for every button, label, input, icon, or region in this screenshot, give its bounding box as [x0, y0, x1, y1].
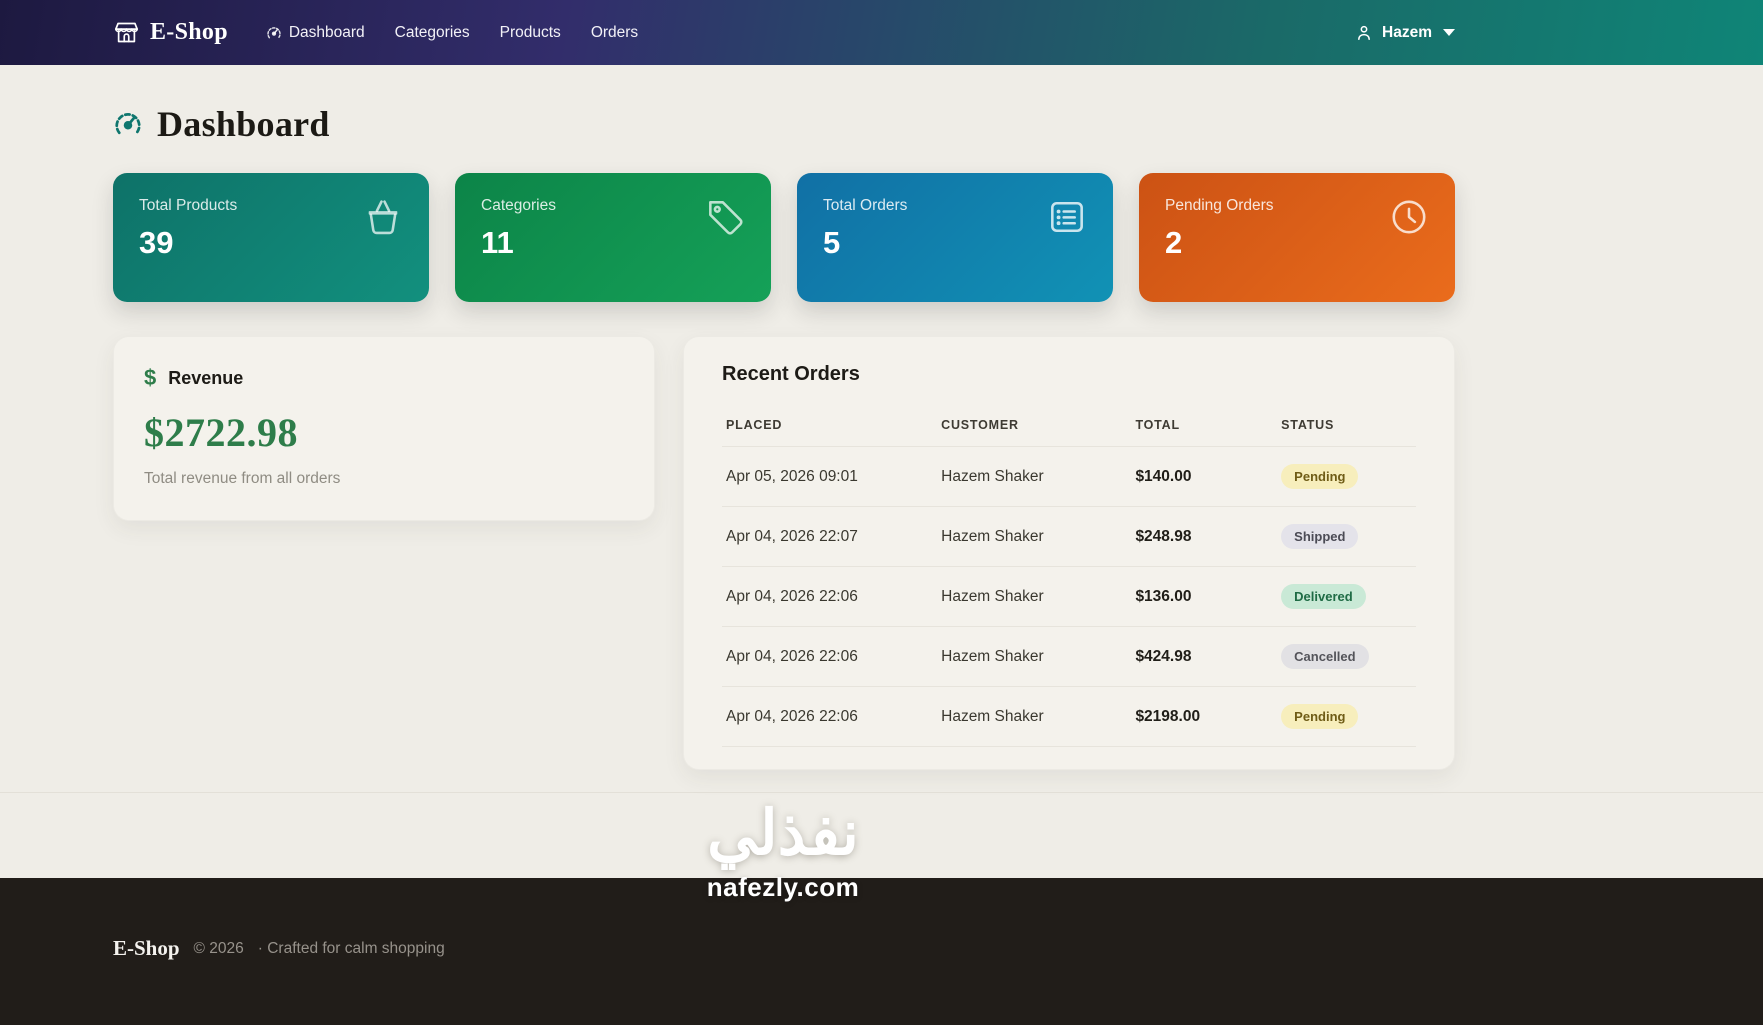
footer-tagline: · Crafted for calm shopping: [257, 939, 445, 957]
footer-brand: E-Shop: [113, 936, 180, 960]
stat-card: Pending Orders 2: [1139, 173, 1455, 302]
gauge-icon: [113, 109, 143, 139]
nav-item-products[interactable]: Products: [500, 24, 561, 42]
recent-orders-title: Recent Orders: [722, 363, 860, 385]
nav-item-dashboard[interactable]: Dashboard: [266, 24, 365, 42]
order-customer: Hazem Shaker: [937, 506, 1132, 567]
nav-label-orders: Orders: [590, 23, 639, 41]
revenue-card: $ Revenue $2722.98 Total revenue from al…: [113, 336, 655, 521]
order-row: Apr 04, 2026 22:06 Hazem Shaker $424.98 Can…: [722, 626, 1416, 687]
status-badge: Delivered: [1281, 584, 1366, 609]
person-icon: [1354, 23, 1374, 43]
stat-label: Pending Orders: [1165, 197, 1274, 214]
order-customer: Hazem Shaker: [937, 566, 1132, 627]
stat-value: 5: [823, 225, 841, 260]
page-title-row: Dashboard: [113, 103, 1455, 145]
brand-logo[interactable]: E-Shop: [113, 19, 228, 46]
list-icon: [1045, 195, 1089, 239]
stat-value: 39: [139, 225, 174, 260]
order-row: Apr 04, 2026 22:06 Hazem Shaker $136.00 Del…: [722, 566, 1416, 627]
nav-label-categories: Categories: [394, 23, 470, 41]
main-content: Dashboard Total Products 39 Categories 1…: [0, 103, 1763, 793]
order-total: $248.98: [1131, 506, 1278, 567]
brand-name: E-Shop: [150, 19, 228, 45]
column-header-placed: PLACED: [726, 418, 783, 432]
order-placed: Apr 05, 2026 09:01: [722, 446, 938, 507]
clock-icon: [1387, 195, 1431, 239]
column-header-total: TOTAL: [1135, 418, 1180, 432]
order-total: $424.98: [1131, 626, 1278, 687]
stat-card: Total Orders 5: [797, 173, 1113, 302]
status-badge: Shipped: [1281, 524, 1359, 549]
stat-label: Categories: [481, 197, 556, 214]
nav-item-orders[interactable]: Orders: [591, 24, 638, 42]
status-badge: Cancelled: [1281, 644, 1369, 669]
order-placed: Apr 04, 2026 22:07: [722, 506, 938, 567]
chevron-down-icon: [1443, 29, 1455, 36]
order-placed: Apr 04, 2026 22:06: [722, 566, 938, 627]
revenue-amount: $2722.98: [144, 410, 298, 455]
storefront-icon: [113, 19, 140, 46]
footer-copyright: © 2026: [193, 939, 244, 957]
page-title: Dashboard: [157, 104, 330, 144]
order-total: $136.00: [1131, 566, 1278, 627]
basket-icon: [361, 195, 405, 239]
stat-card: Categories 11: [455, 173, 771, 302]
order-placed: Apr 04, 2026 22:06: [722, 686, 938, 747]
stat-value: 2: [1165, 225, 1183, 260]
watermark-arabic-text: نفذلي: [707, 799, 859, 868]
user-menu[interactable]: Hazem: [1354, 23, 1455, 43]
user-name: Hazem: [1382, 23, 1432, 41]
dollar-icon: $: [144, 365, 157, 390]
page-footer: E-Shop © 2026 · Crafted for calm shoppin…: [0, 878, 1763, 1025]
revenue-title: Revenue: [168, 367, 244, 388]
stat-value: 11: [481, 225, 514, 260]
order-placed: Apr 04, 2026 22:06: [722, 626, 938, 687]
nav-links: Dashboard Categories Products Orders: [266, 24, 638, 42]
nav-item-categories[interactable]: Categories: [395, 24, 470, 42]
column-header-customer: CUSTOMER: [941, 418, 1019, 432]
stat-label: Total Orders: [823, 197, 908, 214]
gauge-icon: [266, 25, 282, 41]
nav-label-products: Products: [499, 23, 561, 41]
top-navbar: E-Shop Dashboard Categories Products: [0, 0, 1763, 65]
orders-table: PLACED CUSTOMER TOTAL STATUS Apr 05, 202…: [722, 408, 1416, 747]
order-customer: Hazem Shaker: [937, 446, 1132, 507]
order-row: Apr 04, 2026 22:06 Hazem Shaker $2198.00 Pe…: [722, 686, 1416, 747]
status-badge: Pending: [1281, 464, 1359, 489]
stat-label: Total Products: [139, 197, 238, 214]
stats-row: Total Products 39 Categories 11: [113, 173, 1455, 302]
order-customer: Hazem Shaker: [937, 626, 1132, 687]
order-total: $140.00: [1131, 446, 1278, 507]
revenue-subtitle: Total revenue from all orders: [144, 470, 341, 487]
tag-icon: [703, 195, 747, 239]
stat-card: Total Products 39: [113, 173, 429, 302]
status-badge: Pending: [1281, 704, 1359, 729]
nav-label-dashboard: Dashboard: [288, 23, 365, 41]
order-customer: Hazem Shaker: [937, 686, 1132, 747]
recent-orders-card: Recent Orders PLACED CUSTOMER TOTAL STAT…: [683, 336, 1455, 770]
order-row: Apr 05, 2026 09:01 Hazem Shaker $140.00 Pen…: [722, 446, 1416, 507]
order-row: Apr 04, 2026 22:07 Hazem Shaker $248.98 Shi…: [722, 506, 1416, 567]
order-total: $2198.00: [1131, 686, 1278, 747]
column-header-status: STATUS: [1281, 418, 1335, 432]
